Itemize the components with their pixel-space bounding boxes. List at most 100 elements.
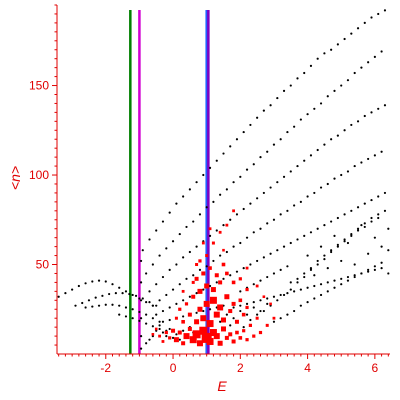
point-s0-120 — [380, 50, 383, 53]
point-s1-26 — [158, 334, 161, 338]
point-s0-323 — [360, 224, 363, 227]
point-s0-119 — [373, 55, 376, 59]
point-s0-166 — [212, 259, 215, 263]
point-s0-189 — [367, 157, 370, 161]
point-s0-58 — [208, 166, 212, 169]
point-s0-93 — [198, 213, 202, 216]
point-s0-74 — [316, 57, 319, 60]
point-s1-81 — [201, 241, 205, 245]
point-s0-170 — [239, 241, 242, 245]
point-s0-315 — [266, 275, 269, 279]
point-s0-268 — [309, 268, 313, 271]
point-s0-99 — [239, 175, 242, 178]
point-s1-28 — [151, 333, 155, 336]
point-s0-160 — [171, 288, 175, 291]
point-s0-303 — [330, 249, 333, 252]
point-s0-130 — [208, 234, 212, 237]
point-s0-238 — [306, 286, 309, 289]
point-s1-61 — [222, 248, 225, 252]
point-s0-159 — [165, 293, 168, 297]
point-s0-10 — [124, 290, 128, 293]
x-tick-label: 6 — [372, 361, 379, 375]
point-s0-148 — [330, 138, 333, 141]
point-s1-85 — [221, 262, 226, 267]
point-s0-193 — [161, 309, 165, 313]
point-s0-16 — [81, 301, 84, 305]
point-s1-79 — [238, 277, 242, 281]
point-s0-177 — [286, 209, 289, 212]
point-s0-235 — [286, 292, 289, 295]
x-axis-title: E — [217, 378, 227, 394]
point-s0-295 — [373, 265, 376, 268]
point-s1-22 — [171, 328, 176, 333]
point-s1-45 — [238, 298, 243, 303]
point-s1-78 — [231, 280, 236, 285]
point-s0-165 — [205, 265, 208, 268]
point-s0-233 — [272, 295, 276, 298]
point-s0-324 — [373, 236, 376, 239]
point-s0-273 — [343, 240, 346, 243]
point-s0-96 — [219, 193, 222, 196]
point-s0-240 — [319, 283, 323, 286]
point-s1-66 — [181, 319, 185, 324]
point-s1-39 — [197, 306, 203, 312]
point-s1-14 — [221, 326, 226, 332]
point-s0-239 — [313, 284, 316, 288]
point-s0-171 — [245, 236, 249, 239]
point-s0-135 — [242, 207, 245, 211]
point-s0-131 — [215, 229, 218, 232]
point-s0-350 — [139, 335, 143, 338]
point-s0-69 — [282, 89, 286, 93]
point-s0-202 — [222, 277, 225, 280]
point-s0-296 — [380, 261, 383, 264]
y-tick-label: 100 — [29, 168, 49, 182]
point-s1-68 — [178, 307, 182, 311]
point-s0-243 — [340, 277, 343, 280]
point-s0-13 — [145, 300, 148, 304]
point-s1-44 — [231, 301, 236, 306]
point-s0-21 — [114, 292, 117, 295]
point-s0-169 — [232, 245, 235, 248]
point-s0-157 — [151, 304, 154, 307]
point-s0-190 — [373, 154, 376, 157]
point-s1-24 — [164, 330, 168, 335]
point-s0-293 — [360, 272, 363, 275]
point-s0-89 — [171, 240, 175, 243]
point-s0-80 — [356, 27, 360, 30]
point-s0-336 — [178, 338, 181, 341]
point-s0-111 — [319, 102, 323, 105]
point-s0-178 — [293, 204, 296, 207]
point-s0-108 — [299, 118, 302, 121]
point-s0-307 — [356, 229, 360, 232]
point-s0-146 — [316, 148, 319, 152]
x-tick-label: 2 — [237, 361, 244, 375]
point-s0-271 — [330, 250, 333, 254]
x-ticks: -2 0 2 4 6 — [58, 354, 389, 375]
point-s1-40 — [203, 300, 210, 307]
point-s0-133 — [229, 218, 232, 221]
point-s0-196 — [182, 299, 185, 302]
point-s0-342 — [165, 335, 168, 338]
point-s0-197 — [188, 295, 191, 298]
point-s0-105 — [279, 138, 282, 141]
point-s0-57 — [202, 173, 205, 177]
x-tick-label: -2 — [100, 361, 111, 375]
point-s0-34 — [124, 306, 128, 309]
point-s0-334 — [171, 336, 175, 339]
y-ticks: 50 100 150 — [29, 4, 57, 346]
point-s0-38 — [151, 317, 154, 320]
point-s0-77 — [336, 43, 339, 46]
point-s1-41 — [209, 296, 217, 304]
point-s0-53 — [175, 202, 178, 205]
point-s0-23 — [128, 292, 131, 296]
point-s1-54 — [208, 266, 212, 270]
point-s0-101 — [252, 163, 255, 166]
point-s0-251 — [168, 318, 171, 322]
point-s1-34 — [228, 309, 233, 314]
point-s0-285 — [306, 300, 309, 304]
point-s0-266 — [296, 281, 299, 284]
point-s0-164 — [198, 268, 202, 271]
point-s0-265 — [289, 288, 292, 291]
point-s0-230 — [252, 300, 255, 304]
